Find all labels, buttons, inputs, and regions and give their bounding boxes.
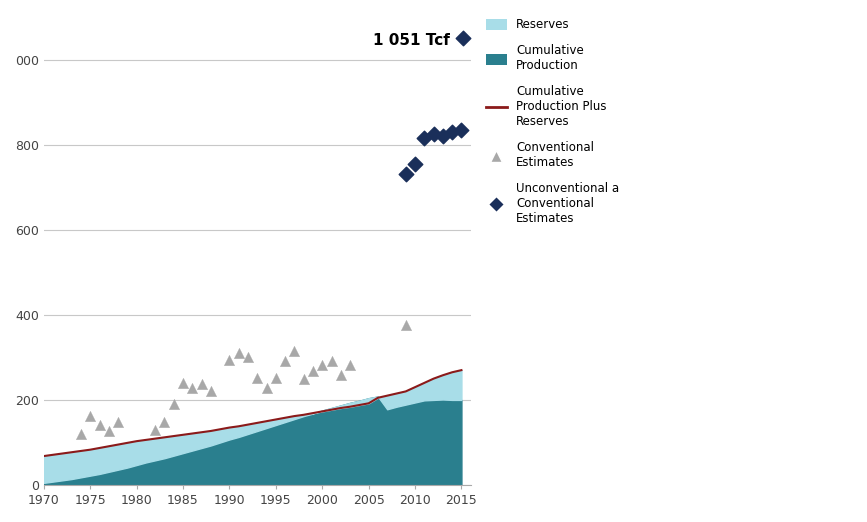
- Point: [186, 384, 199, 392]
- Point: [204, 386, 218, 395]
- Point: [195, 379, 209, 388]
- Point: [231, 349, 245, 357]
- Point: [111, 418, 125, 426]
- Point: [399, 170, 413, 179]
- Point: [278, 357, 292, 365]
- Point: [436, 132, 450, 140]
- Point: [427, 130, 440, 138]
- Point: [223, 355, 237, 364]
- Point: [343, 361, 357, 369]
- Point: [166, 400, 180, 408]
- Point: [148, 425, 162, 434]
- Point: [259, 384, 273, 392]
- Point: [297, 375, 310, 384]
- Point: [334, 371, 348, 379]
- Point: [176, 379, 190, 387]
- Legend: Reserves, Cumulative
Production, Cumulative
Production Plus
Reserves, Convention: Reserves, Cumulative Production, Cumulat…: [481, 14, 624, 230]
- Point: [316, 361, 329, 369]
- Point: [417, 134, 431, 143]
- Point: [445, 128, 459, 136]
- Point: [269, 374, 283, 382]
- Point: [324, 357, 338, 365]
- Point: [251, 374, 264, 382]
- Point: [158, 418, 172, 426]
- Point: [399, 322, 413, 330]
- Point: [288, 347, 302, 355]
- Point: [74, 430, 88, 438]
- Point: [408, 160, 422, 168]
- Point: [454, 126, 468, 134]
- Point: [83, 412, 97, 420]
- Point: [93, 421, 107, 430]
- Point: [241, 353, 255, 362]
- Point: [102, 426, 116, 435]
- Point: [456, 34, 470, 42]
- Point: [306, 367, 320, 375]
- Text: 1 051 Tcf: 1 051 Tcf: [374, 33, 450, 48]
